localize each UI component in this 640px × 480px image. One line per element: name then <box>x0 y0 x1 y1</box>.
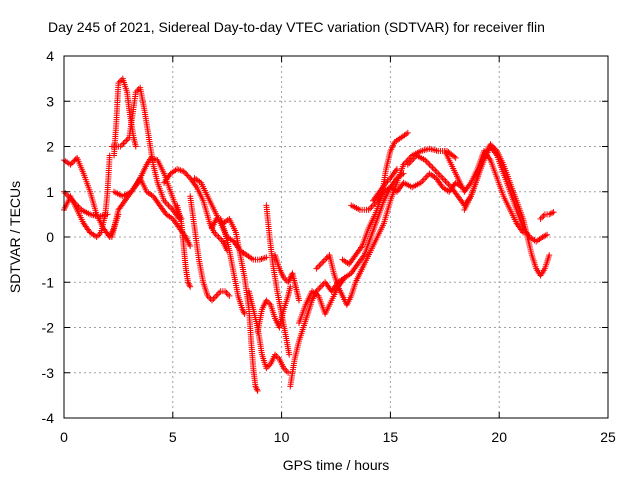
series-track-13 <box>219 215 261 394</box>
series-track-26 <box>537 209 557 222</box>
series-track-25 <box>441 148 527 236</box>
y-tick-label: 3 <box>46 93 54 109</box>
y-tick-label: 0 <box>46 229 54 245</box>
data-markers <box>313 145 459 308</box>
data-markers <box>537 209 557 222</box>
y-tick-label: 4 <box>46 48 54 64</box>
y-axis-label: SDTVAR / TECUs <box>7 181 23 293</box>
series-track-27 <box>369 166 400 204</box>
chart-title: Day 245 of 2021, Sidereal Day-to-day VTE… <box>48 19 545 35</box>
series-track-4 <box>111 75 139 159</box>
series-track-24 <box>461 141 553 279</box>
data-points <box>61 75 557 394</box>
data-markers <box>461 141 553 279</box>
data-markers <box>174 202 194 290</box>
series-track-10 <box>187 193 233 304</box>
x-tick-label: 5 <box>169 429 177 445</box>
data-markers <box>263 202 293 358</box>
y-tick-label: 2 <box>46 139 54 155</box>
x-tick-label: 15 <box>383 429 399 445</box>
data-markers <box>254 283 294 336</box>
y-tick-label: -4 <box>42 410 55 426</box>
y-tick-label: -3 <box>42 365 55 381</box>
data-markers <box>208 215 248 317</box>
data-markers <box>369 166 400 204</box>
y-tick-label: 1 <box>46 184 54 200</box>
series-track-17 <box>272 252 303 304</box>
data-markers <box>187 193 233 304</box>
data-markers <box>441 148 527 236</box>
data-markers <box>111 75 139 159</box>
x-tick-label: 25 <box>600 429 616 445</box>
data-markers <box>272 252 303 304</box>
series-track-15 <box>254 283 294 336</box>
series-track-20 <box>313 145 459 308</box>
series-track-12 <box>208 215 248 317</box>
x-tick-label: 10 <box>274 429 290 445</box>
y-tick-label: -1 <box>42 274 55 290</box>
data-markers <box>219 215 261 394</box>
x-tick-label: 0 <box>60 429 68 445</box>
y-tick-label: -2 <box>42 320 55 336</box>
x-axis-label: GPS time / hours <box>283 457 390 473</box>
series-track-9 <box>174 202 194 290</box>
grid <box>64 56 608 418</box>
axis-ticks: 0 5 10 15 20 25 -4 -3 -2 -1 0 1 2 3 4 <box>42 48 616 445</box>
series-track-16 <box>263 202 293 358</box>
x-tick-label: 20 <box>491 429 507 445</box>
